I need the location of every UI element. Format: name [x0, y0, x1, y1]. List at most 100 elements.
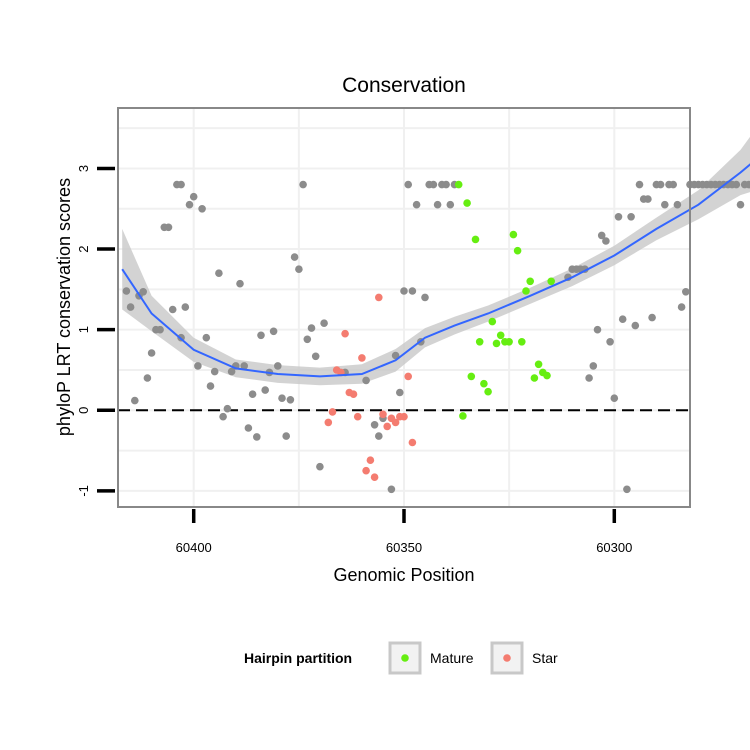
point-other: [585, 374, 593, 382]
data-points: [122, 180, 750, 494]
y-tick-label: 0: [76, 407, 91, 414]
point-other: [244, 424, 253, 432]
point-mature: [526, 277, 534, 286]
point-mature: [518, 338, 526, 346]
point-other: [387, 485, 396, 494]
point-other: [295, 265, 303, 274]
point-star: [366, 456, 375, 465]
point-other: [219, 412, 227, 421]
point-other: [589, 362, 598, 370]
point-other: [185, 200, 194, 209]
point-mature: [459, 412, 467, 420]
point-other: [194, 362, 202, 370]
point-other: [248, 390, 257, 399]
point-other: [412, 200, 421, 209]
point-mature: [530, 374, 539, 382]
point-other: [375, 432, 383, 440]
smooth-confidence-ribbon: [122, 136, 750, 386]
point-other: [404, 180, 413, 189]
point-mature: [463, 199, 471, 207]
point-other: [370, 421, 379, 429]
legend: Hairpin partition Mature Star: [244, 641, 558, 675]
point-other: [269, 327, 278, 336]
point-other: [156, 325, 164, 334]
legend-title: Hairpin partition: [244, 650, 352, 666]
point-other: [177, 180, 185, 189]
legend-label-mature: Mature: [430, 650, 474, 666]
point-other: [198, 205, 206, 213]
point-other: [593, 325, 602, 334]
point-star: [362, 466, 370, 475]
point-other: [303, 335, 312, 344]
point-other: [446, 200, 455, 209]
point-other: [391, 351, 400, 360]
point-mature: [534, 360, 543, 369]
x-axis: 60400 60350 60300: [176, 509, 632, 555]
point-star: [404, 372, 413, 381]
point-other: [656, 180, 665, 189]
point-other: [223, 404, 232, 413]
point-other: [669, 180, 677, 189]
point-other: [282, 432, 291, 440]
point-mature: [484, 387, 492, 396]
point-other: [240, 362, 248, 370]
point-other: [181, 303, 190, 311]
x-axis-title: Genomic Position: [333, 565, 474, 585]
point-other: [290, 253, 299, 261]
point-other: [661, 200, 669, 209]
point-other: [168, 305, 177, 314]
point-other: [206, 382, 215, 390]
point-mature: [505, 338, 513, 346]
y-axis-title: phyloP LRT conservation scores: [54, 178, 74, 436]
point-other: [682, 288, 690, 296]
point-mature: [471, 235, 480, 244]
point-other: [442, 180, 450, 189]
point-other: [227, 367, 236, 376]
panel-frame: [117, 107, 691, 508]
y-tick-label: 3: [76, 165, 91, 172]
point-other: [215, 269, 223, 278]
point-star: [379, 410, 387, 419]
x-tick-label: 60300: [596, 540, 632, 555]
grid-lines: [118, 108, 690, 507]
point-other: [202, 333, 211, 342]
point-other: [126, 303, 135, 311]
point-other: [311, 352, 320, 361]
point-other: [320, 319, 328, 328]
point-star: [341, 329, 349, 338]
point-other: [745, 180, 750, 189]
point-star: [370, 473, 379, 482]
point-other: [307, 324, 316, 332]
point-star: [375, 293, 383, 302]
point-mature: [454, 180, 463, 189]
point-other: [122, 287, 131, 295]
point-other: [274, 362, 282, 370]
point-other: [644, 195, 652, 203]
point-other: [143, 374, 152, 382]
point-other: [614, 213, 623, 221]
point-star: [408, 438, 417, 447]
loess-smooth-line: [121, 163, 750, 378]
point-other: [421, 293, 429, 302]
point-star: [349, 390, 358, 399]
point-mature: [488, 317, 497, 326]
point-other: [299, 180, 307, 189]
x-tick-label: 60350: [386, 540, 422, 555]
point-mature: [513, 246, 522, 255]
legend-mature-marker: [401, 654, 409, 662]
point-mature: [492, 339, 501, 348]
point-other: [164, 223, 173, 232]
y-tick-label: 2: [76, 245, 91, 252]
point-star: [400, 412, 408, 421]
point-other: [408, 287, 417, 295]
point-other: [606, 338, 614, 346]
point-other: [131, 396, 139, 405]
plot-panel: [117, 107, 750, 508]
point-other: [316, 462, 324, 471]
point-mature: [522, 287, 530, 295]
point-other: [627, 213, 635, 221]
point-star: [358, 354, 366, 362]
point-other: [396, 388, 404, 397]
x-tick-label: 60400: [176, 540, 212, 555]
